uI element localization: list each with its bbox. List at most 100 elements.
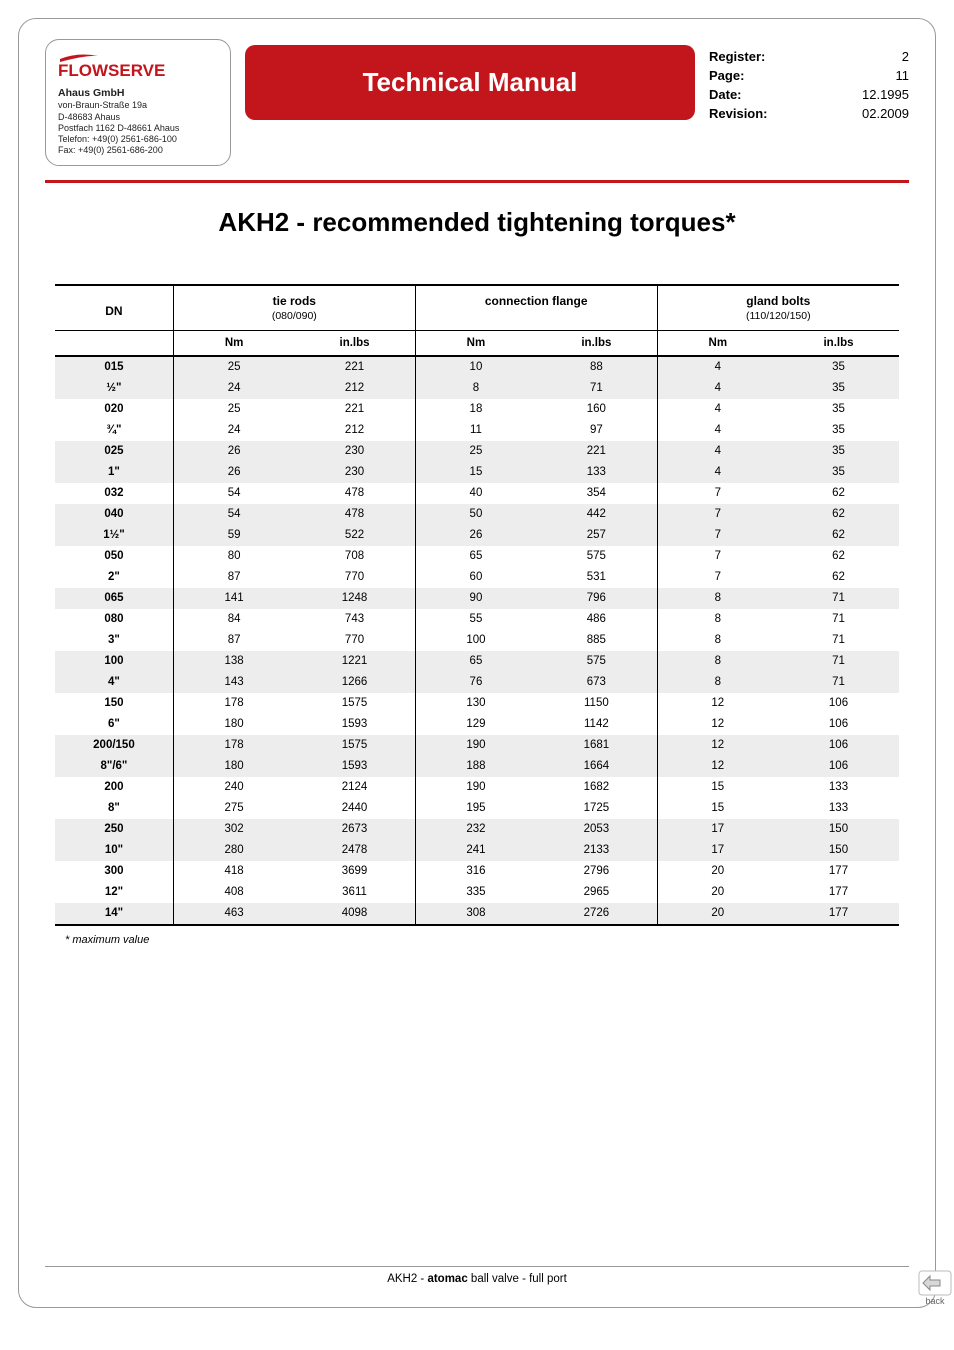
torque-table-wrap: DN tie rods connection flange gland bolt… (45, 284, 909, 946)
table-row: 1"2623015133435 (55, 462, 899, 483)
table-row: 0202522118160435 (55, 399, 899, 420)
company-address-line: Postfach 1162 D-48661 Ahaus (58, 123, 218, 134)
cell-value: 463 (173, 903, 294, 925)
cell-dn: 150 (55, 693, 173, 714)
cell-value: 8 (415, 378, 536, 399)
table-row: 1½"5952226257762 (55, 525, 899, 546)
table-row: 2002402124190168215133 (55, 777, 899, 798)
table-row: 2503022673232205317150 (55, 819, 899, 840)
cell-value: 12 (657, 714, 778, 735)
cell-value: 190 (415, 777, 536, 798)
cell-value: 133 (778, 798, 899, 819)
cell-value: 8 (657, 630, 778, 651)
meta-date-label: Date: (709, 87, 742, 102)
cell-value: 2440 (294, 798, 415, 819)
cell-value: 531 (536, 567, 657, 588)
unit-inlbs: in.lbs (536, 330, 657, 356)
cell-value: 1682 (536, 777, 657, 798)
cell-value: 35 (778, 441, 899, 462)
table-row: 12"4083611335296520177 (55, 882, 899, 903)
cell-value: 106 (778, 756, 899, 777)
back-label: back (925, 1296, 944, 1306)
cell-value: 133 (778, 777, 899, 798)
cell-value: 8 (657, 651, 778, 672)
cell-dn: 065 (55, 588, 173, 609)
cell-value: 708 (294, 546, 415, 567)
cell-value: 2053 (536, 819, 657, 840)
cell-value: 62 (778, 546, 899, 567)
cell-dn: 3" (55, 630, 173, 651)
cell-value: 54 (173, 504, 294, 525)
cell-value: 275 (173, 798, 294, 819)
table-row: 3"87770100885871 (55, 630, 899, 651)
cell-value: 12 (657, 756, 778, 777)
cell-value: 241 (415, 840, 536, 861)
company-name: Ahaus GmbH (58, 87, 218, 100)
cell-value: 4098 (294, 903, 415, 925)
cell-dn: 14" (55, 903, 173, 925)
cell-dn: 12" (55, 882, 173, 903)
cell-value: 8 (657, 609, 778, 630)
cell-value: 4 (657, 378, 778, 399)
cell-value: 221 (294, 356, 415, 378)
table-body: 015252211088435½"24212871435020252211816… (55, 356, 899, 925)
cell-value: 575 (536, 651, 657, 672)
cell-value: 35 (778, 462, 899, 483)
table-row: 200/1501781575190168112106 (55, 735, 899, 756)
col-sub-tierods: (080/090) (173, 310, 415, 331)
meta-block: Register:2 Page:11 Date:12.1995 Revision… (709, 39, 909, 123)
flowserve-logo: FLOWSERVE (58, 50, 218, 83)
cell-value: 3611 (294, 882, 415, 903)
cell-value: 59 (173, 525, 294, 546)
table-row: 10"2802478241213317150 (55, 840, 899, 861)
cell-value: 62 (778, 483, 899, 504)
footnote: * maximum value (55, 934, 899, 946)
header-divider (45, 180, 909, 183)
cell-value: 177 (778, 882, 899, 903)
cell-value: 18 (415, 399, 536, 420)
cell-dn: 4" (55, 672, 173, 693)
cell-dn: ½" (55, 378, 173, 399)
cell-value: 354 (536, 483, 657, 504)
table-row: 0252623025221435 (55, 441, 899, 462)
back-button[interactable]: back (918, 1270, 952, 1306)
cell-dn: 200/150 (55, 735, 173, 756)
unit-nm: Nm (173, 330, 294, 356)
cell-value: 1593 (294, 714, 415, 735)
cell-value: 60 (415, 567, 536, 588)
cell-value: 280 (173, 840, 294, 861)
footer-suffix: ball valve - full port (468, 1273, 567, 1285)
cell-value: 8 (657, 588, 778, 609)
cell-value: 25 (173, 399, 294, 420)
cell-value: 7 (657, 546, 778, 567)
cell-dn: 2" (55, 567, 173, 588)
cell-value: 1664 (536, 756, 657, 777)
col-group-gland: gland bolts (657, 285, 899, 310)
footer-prefix: AKH2 - (387, 1273, 427, 1285)
cell-value: 7 (657, 483, 778, 504)
unit-nm: Nm (657, 330, 778, 356)
table-row: 3004183699316279620177 (55, 861, 899, 882)
cell-value: 8 (657, 672, 778, 693)
cell-value: 17 (657, 819, 778, 840)
cell-dn: 200 (55, 777, 173, 798)
company-address-line: von-Braun-Straße 19a (58, 100, 218, 111)
cell-value: 195 (415, 798, 536, 819)
company-address-line: Telefon: +49(0) 2561-686-100 (58, 134, 218, 145)
cell-dn: 8" (55, 798, 173, 819)
cell-value: 1221 (294, 651, 415, 672)
cell-value: 180 (173, 756, 294, 777)
cell-value: 20 (657, 861, 778, 882)
col-sub-gland: (110/120/150) (657, 310, 899, 331)
cell-value: 50 (415, 504, 536, 525)
cell-value: 71 (778, 651, 899, 672)
cell-value: 12 (657, 693, 778, 714)
cell-value: 76 (415, 672, 536, 693)
cell-dn: 1" (55, 462, 173, 483)
meta-revision-label: Revision: (709, 106, 768, 121)
cell-value: 20 (657, 903, 778, 925)
back-arrow-icon (918, 1270, 952, 1296)
cell-value: 190 (415, 735, 536, 756)
cell-value: 12 (657, 735, 778, 756)
cell-dn: 020 (55, 399, 173, 420)
